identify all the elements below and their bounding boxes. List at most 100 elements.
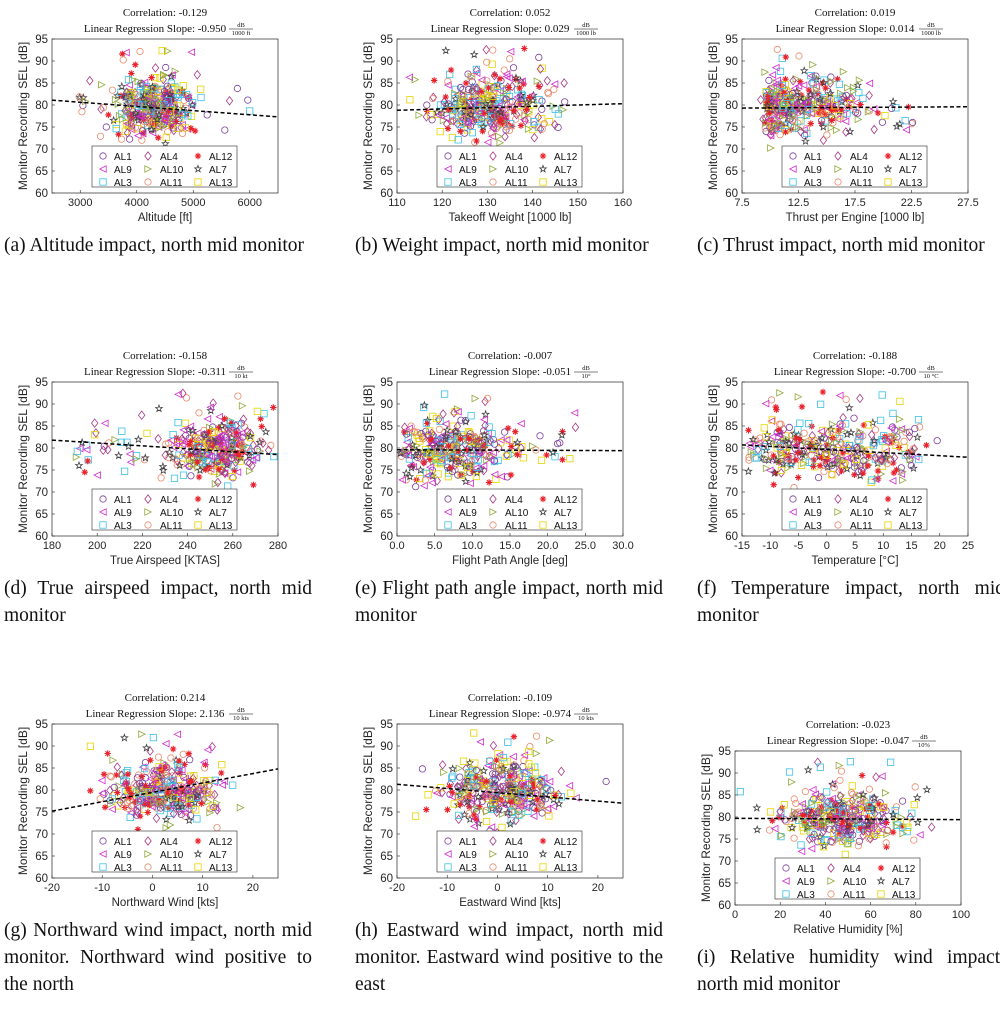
data-point bbox=[771, 63, 780, 72]
legend-marker-al10-icon bbox=[144, 508, 153, 516]
data-point bbox=[764, 437, 774, 446]
data-point bbox=[456, 102, 464, 110]
y-tick-label: 75 bbox=[380, 465, 393, 477]
legend-label: AL13 bbox=[554, 863, 578, 874]
data-point bbox=[411, 450, 420, 460]
data-point bbox=[203, 778, 211, 787]
data-point bbox=[156, 85, 165, 93]
data-point bbox=[785, 768, 794, 776]
data-point bbox=[835, 811, 842, 819]
data-point bbox=[504, 425, 512, 432]
data-point bbox=[859, 826, 868, 836]
data-point bbox=[207, 452, 215, 461]
data-point bbox=[534, 112, 543, 123]
data-point bbox=[796, 451, 805, 462]
data-point bbox=[903, 828, 911, 836]
data-point bbox=[461, 476, 471, 486]
data-point bbox=[802, 438, 811, 447]
data-point bbox=[459, 437, 467, 445]
y-axis-label: Monitor Recording SEL [dB] bbox=[16, 727, 30, 875]
data-point bbox=[890, 469, 898, 477]
legend-label: AL10 bbox=[505, 508, 529, 519]
data-point bbox=[128, 70, 135, 77]
data-point bbox=[456, 83, 465, 92]
data-point bbox=[775, 420, 784, 428]
data-point bbox=[522, 97, 532, 106]
data-point bbox=[803, 129, 811, 137]
y-tick-label: 95 bbox=[718, 746, 731, 758]
data-point bbox=[195, 441, 203, 452]
data-point bbox=[775, 426, 782, 433]
y-axis-label: Monitor Recording SEL [dB] bbox=[16, 42, 30, 190]
data-point bbox=[842, 395, 850, 404]
data-point bbox=[870, 793, 879, 802]
data-point bbox=[879, 432, 888, 440]
data-point bbox=[760, 424, 768, 432]
data-point bbox=[502, 436, 511, 444]
data-point bbox=[72, 453, 81, 461]
legend-label: AL3 bbox=[804, 178, 822, 189]
data-point bbox=[496, 75, 504, 82]
legend-marker-al3-icon bbox=[99, 863, 107, 871]
data-point bbox=[890, 452, 899, 463]
data-point bbox=[166, 109, 174, 117]
data-point bbox=[109, 756, 118, 765]
x-tick-label: 20 bbox=[934, 540, 946, 552]
data-point bbox=[875, 800, 883, 808]
legend-marker-al13-icon bbox=[194, 178, 202, 186]
legend-label: AL7 bbox=[554, 508, 572, 519]
data-point bbox=[538, 809, 546, 817]
data-point bbox=[845, 823, 853, 830]
data-point bbox=[771, 455, 781, 464]
data-point bbox=[797, 78, 804, 85]
data-point bbox=[910, 443, 919, 454]
data-point bbox=[836, 776, 844, 784]
data-point bbox=[766, 131, 775, 140]
legend-label: AL9 bbox=[459, 850, 477, 861]
data-point bbox=[836, 830, 844, 837]
data-points bbox=[86, 730, 245, 833]
data-point bbox=[858, 772, 866, 779]
data-point bbox=[865, 452, 872, 460]
y-tick-label: 70 bbox=[380, 144, 393, 156]
data-points bbox=[72, 388, 278, 490]
data-point bbox=[453, 456, 460, 463]
data-point bbox=[195, 473, 203, 481]
data-point bbox=[856, 442, 865, 451]
y-tick-label: 80 bbox=[725, 443, 738, 455]
data-point bbox=[451, 443, 459, 451]
data-point bbox=[159, 71, 168, 80]
data-point bbox=[572, 793, 580, 802]
data-point bbox=[112, 125, 120, 133]
data-point bbox=[209, 423, 217, 431]
data-point bbox=[823, 98, 831, 106]
data-point bbox=[855, 837, 863, 845]
data-point bbox=[151, 773, 159, 781]
data-point bbox=[506, 47, 515, 56]
data-point bbox=[402, 476, 410, 484]
data-point bbox=[855, 814, 864, 824]
data-point bbox=[97, 776, 106, 785]
data-point bbox=[756, 434, 764, 442]
data-point bbox=[823, 131, 831, 139]
data-point bbox=[896, 397, 904, 406]
data-point bbox=[835, 426, 842, 434]
data-point bbox=[901, 451, 909, 459]
data-point bbox=[794, 108, 802, 117]
data-point bbox=[234, 449, 241, 456]
data-point bbox=[490, 70, 499, 81]
data-point bbox=[537, 456, 546, 464]
data-point bbox=[891, 438, 900, 446]
correlation-title: Correlation: -0.007 bbox=[468, 350, 553, 362]
slope-unit-numerator: dB bbox=[582, 365, 590, 372]
data-point bbox=[769, 817, 776, 824]
data-point bbox=[186, 779, 193, 786]
data-point bbox=[460, 111, 470, 120]
data-point bbox=[536, 801, 545, 810]
data-point bbox=[451, 427, 460, 436]
data-point bbox=[205, 436, 213, 447]
data-point bbox=[456, 795, 465, 804]
